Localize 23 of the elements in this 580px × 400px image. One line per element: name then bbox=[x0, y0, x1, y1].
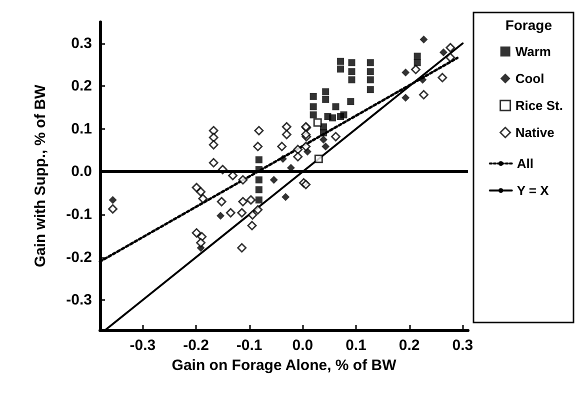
y-axis-title: Gain with Supp., % of BW bbox=[32, 84, 49, 268]
y-tick-label: -0.1 bbox=[66, 206, 92, 223]
y-tick-label: 0.0 bbox=[71, 163, 92, 180]
x-tick-label: 0.1 bbox=[346, 337, 366, 354]
legend-label: Rice St. bbox=[515, 98, 564, 113]
y-tick-label: 0.3 bbox=[71, 34, 92, 52]
y-tick-label: -0.3 bbox=[66, 292, 92, 309]
y-tick-label: -0.2 bbox=[66, 248, 92, 266]
legend-label: Native bbox=[515, 125, 554, 140]
x-tick-label: -0.3 bbox=[130, 337, 156, 354]
legend-label: All bbox=[516, 156, 534, 171]
y-tick-label: 0.2 bbox=[71, 78, 92, 95]
legend-label: Warm bbox=[515, 44, 551, 59]
legend-label: Cool bbox=[515, 71, 544, 86]
x-tick-label: 0.0 bbox=[292, 337, 314, 354]
x-tick-label: -0.2 bbox=[183, 337, 209, 354]
x-axis-title: Gain on Forage Alone, % of BW bbox=[172, 357, 398, 374]
x-tick-label: 0.3 bbox=[452, 337, 474, 354]
legend-label: Y = X bbox=[516, 183, 550, 198]
y-tick-label: 0.1 bbox=[71, 120, 92, 138]
x-tick-label: 0.2 bbox=[398, 337, 420, 354]
legend-title: Forage bbox=[505, 17, 552, 33]
x-tick-label: -0.1 bbox=[236, 337, 262, 354]
